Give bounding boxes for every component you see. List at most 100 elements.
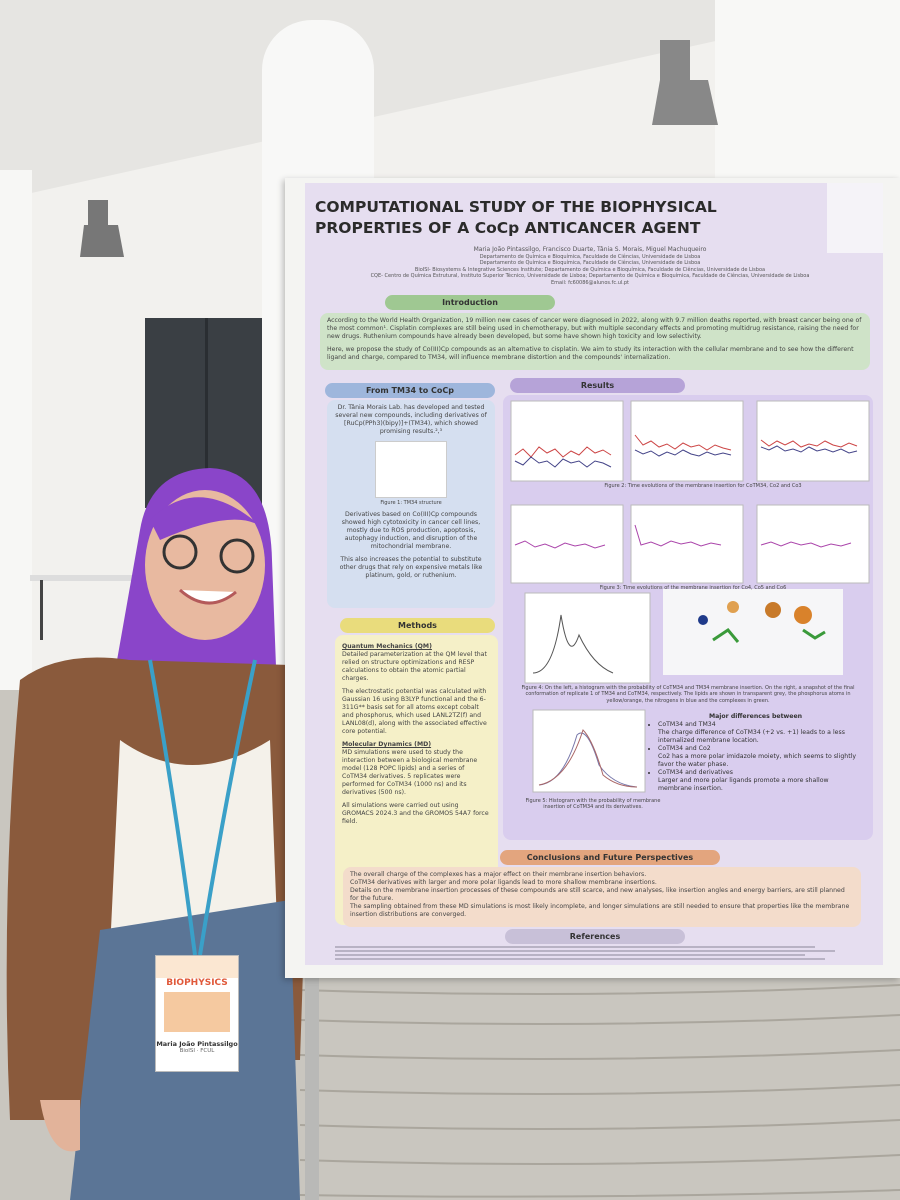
section-heading: Methods [340, 618, 495, 633]
caption: Figure 2: Time evolutions of the membran… [604, 483, 802, 489]
badge-org: BioISI · FCUL [179, 1048, 215, 1054]
intro-box: According to the World Health Organizati… [320, 313, 870, 370]
atom [794, 606, 812, 624]
trace [634, 434, 732, 451]
stand-leg [305, 975, 319, 1200]
graph [756, 400, 870, 482]
conclusion: Details on the membrane insertion proces… [350, 887, 845, 902]
graph [630, 400, 744, 482]
poster: COMPUTATIONAL STUDY OF THE BIOPHYSICAL P… [305, 183, 883, 965]
door-split [205, 318, 208, 508]
section-heading: From TM34 to CoCp [325, 383, 495, 398]
section-heading: Introduction [385, 295, 555, 310]
section-heading: Results [510, 378, 685, 393]
difference-text: The charge difference of CoTM34 (+2 vs. … [658, 729, 845, 744]
graph [510, 400, 624, 482]
logos [827, 183, 883, 253]
trace [634, 449, 732, 457]
trace [514, 540, 606, 549]
paragraph: MD simulations were used to study the in… [342, 749, 478, 796]
paragraph: All simulations were carried out using G… [342, 802, 489, 825]
paragraph: According to the World Health Organizati… [327, 317, 862, 340]
pair: CoTM34 and TM34 [658, 721, 716, 728]
cobblestones [299, 984, 900, 1198]
top [110, 740, 278, 950]
pair: CoTM34 and derivatives [658, 769, 733, 776]
wall-right [715, 0, 900, 180]
fringe [150, 497, 265, 540]
lamp [652, 40, 718, 125]
graph [524, 592, 651, 684]
trace [760, 445, 858, 454]
structure-image [375, 441, 447, 498]
authors-block: Maria João Pintassilgo, Francisco Duarte… [345, 246, 835, 287]
paragraph: Here, we propose the study of Co(III)Cp … [327, 346, 854, 361]
section-heading: References [505, 929, 685, 944]
caption: Figure 4: On the left, a histogram with … [521, 685, 855, 704]
pillar-left [0, 170, 32, 690]
snapshot [663, 589, 843, 675]
results-box: Figure 2: Time evolutions of the membran… [503, 395, 873, 840]
references-lines [335, 946, 835, 960]
figure-4 [524, 589, 843, 684]
figure-5 [532, 709, 646, 793]
difference-text: Larger and more polar ligands promote a … [658, 777, 829, 792]
conclusions-box: The overall charge of the complexes has … [343, 867, 861, 927]
figure-2 [510, 400, 870, 482]
caption: Figure 3: Time evolutions of the membran… [599, 585, 787, 591]
complex [712, 628, 826, 643]
conclusion: The sampling obtained from these MD simu… [350, 903, 850, 918]
section-heading: Conclusions and Future Perspectives [500, 850, 720, 865]
trace [538, 729, 638, 788]
chair [40, 580, 43, 640]
badge-event: BIOPHYSICS [166, 978, 228, 988]
table [30, 575, 140, 581]
caption: Figure 1: TM34 structure [380, 500, 442, 506]
conclusion: The overall charge of the complexes has … [350, 871, 647, 878]
trace [760, 541, 852, 548]
paragraph: This also increases the potential to sub… [339, 556, 483, 580]
badge-name: Maria João Pintassilgo [156, 1040, 238, 1048]
poster-title: COMPUTATIONAL STUDY OF THE BIOPHYSICAL P… [315, 198, 717, 237]
glasses [219, 538, 255, 574]
authors: Maria João Pintassilgo, Francisco Duarte… [473, 246, 707, 253]
name-badge: BIOPHYSICS Maria João Pintassilgo BioISI… [155, 955, 239, 1072]
graph [532, 709, 646, 793]
trace [760, 439, 858, 448]
trace [634, 524, 722, 547]
subheading: Quantum Mechanics (QM) [342, 643, 432, 650]
conclusion: CoTM34 derivatives with larger and more … [350, 879, 657, 886]
affiliation: BioISI- Biosystems & Integrative Science… [414, 266, 766, 273]
email: Email: fc60086@alunos.fc.ul.pt [551, 279, 629, 286]
affiliation: Departamento de Química e Bioquímica, Fa… [479, 253, 701, 260]
subheading: Molecular Dynamics (MD) [342, 741, 432, 748]
results-figures [510, 400, 870, 793]
differences: Major differences between CoTM34 and TM3… [648, 713, 863, 793]
affiliation: Departamento de Química e Bioquímica, Fa… [479, 260, 701, 267]
atom [727, 601, 739, 613]
smile [179, 588, 237, 605]
subheading: Major differences between [708, 713, 803, 720]
hand [40, 1100, 80, 1152]
tm34-box: Dr. Tânia Morais Lab. has developed and … [327, 400, 495, 608]
caption: Figure 5: Histogram with the probability… [525, 798, 661, 811]
trace [532, 614, 614, 674]
reference-line [335, 946, 835, 960]
graph [630, 504, 744, 584]
glasses [162, 534, 198, 570]
pair: CoTM34 and Co2 [658, 745, 711, 752]
difference-text: Co2 has a more polar imidazole moiety, w… [658, 753, 857, 768]
affiliation: CQE- Centro de Química Estrutural, Insti… [370, 273, 810, 280]
atom [765, 602, 781, 618]
lamp [80, 200, 124, 257]
lanyard [148, 659, 257, 956]
paragraph: Dr. Tânia Morais Lab. has developed and … [335, 404, 487, 435]
trace [538, 732, 638, 788]
paragraph: Detailed parameterization at the QM leve… [342, 651, 487, 682]
paragraph: Derivatives based on Co(III)Cp compounds… [341, 511, 481, 551]
